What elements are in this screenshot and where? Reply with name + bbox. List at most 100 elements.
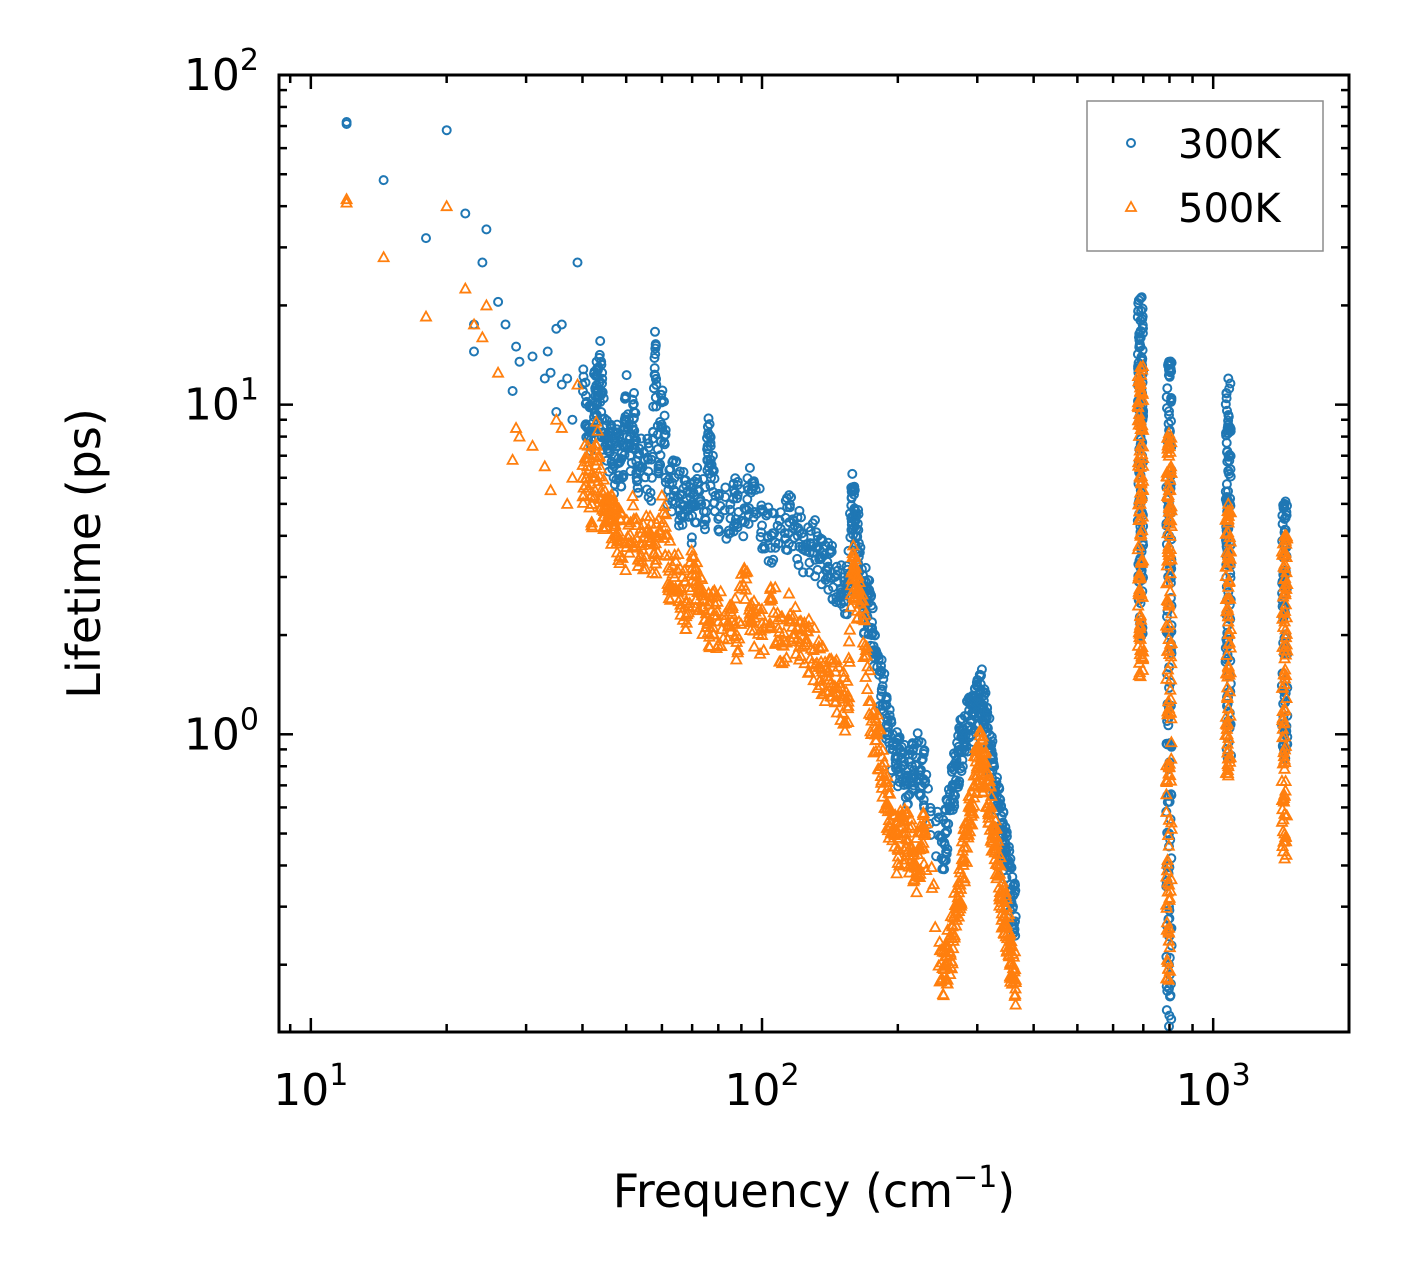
data-point <box>853 509 864 520</box>
data-point <box>377 250 391 263</box>
data-point <box>958 874 972 887</box>
data-point <box>1221 388 1232 399</box>
data-point <box>993 866 1007 879</box>
data-point <box>562 373 573 384</box>
data-point <box>1136 651 1150 663</box>
data-point <box>1135 362 1149 375</box>
data-point <box>1161 490 1175 503</box>
legend-label-300k: 300K <box>1178 122 1282 168</box>
data-point <box>1276 812 1290 825</box>
data-point <box>651 379 662 390</box>
data-point <box>1161 392 1172 402</box>
data-point <box>1275 802 1289 815</box>
y-tick-label-base: 10 <box>184 709 240 760</box>
data-point <box>794 505 805 516</box>
data-point <box>1136 393 1150 405</box>
data-point <box>748 604 762 617</box>
data-point <box>1132 513 1146 526</box>
data-point <box>1276 844 1290 857</box>
legend-label-500k: 500K <box>1178 186 1282 232</box>
data-point <box>664 474 674 485</box>
data-point <box>1163 890 1177 903</box>
data-point <box>650 340 661 351</box>
data-point <box>678 574 692 586</box>
data-point <box>779 528 790 538</box>
data-point <box>491 365 505 378</box>
data-point <box>378 175 389 186</box>
data-point <box>859 648 873 661</box>
data-point <box>1278 561 1292 574</box>
data-point <box>948 789 959 800</box>
data-point <box>613 511 627 524</box>
data-point <box>699 519 710 530</box>
data-point <box>479 298 493 311</box>
data-point <box>639 561 653 574</box>
data-point <box>941 848 952 859</box>
data-point <box>620 513 634 526</box>
data-point <box>585 520 599 533</box>
data-point <box>868 627 878 638</box>
data-point <box>657 385 668 396</box>
data-point <box>576 458 590 470</box>
data-point <box>998 899 1012 912</box>
legend-marker-300k <box>1126 138 1136 148</box>
data-point <box>747 639 761 652</box>
data-point <box>1164 692 1178 704</box>
data-point <box>731 643 745 655</box>
data-point <box>734 617 748 629</box>
data-point <box>766 557 777 568</box>
data-point <box>641 530 656 543</box>
data-point <box>1132 566 1146 579</box>
data-point <box>967 749 981 762</box>
data-point <box>692 473 703 484</box>
data-point <box>1225 572 1236 583</box>
data-point <box>1133 380 1147 393</box>
data-point <box>911 738 922 749</box>
data-point <box>1159 576 1173 589</box>
data-point <box>1162 893 1176 905</box>
data-point <box>725 601 739 614</box>
data-point <box>1224 640 1238 653</box>
data-point <box>912 728 923 739</box>
data-point <box>1279 847 1293 860</box>
data-point <box>650 326 660 337</box>
data-point <box>1221 525 1235 538</box>
data-point <box>597 522 611 534</box>
data-point <box>1224 750 1238 763</box>
data-point <box>1162 921 1176 933</box>
data-point <box>729 652 743 665</box>
data-point <box>1223 708 1237 721</box>
data-point <box>649 552 663 565</box>
data-point <box>901 805 915 817</box>
data-point <box>613 470 624 481</box>
data-point <box>822 673 836 685</box>
x-tick-label-base: 10 <box>1176 1065 1232 1116</box>
data-point <box>805 525 816 536</box>
data-point <box>739 571 753 584</box>
data-point <box>662 578 677 590</box>
data-point <box>803 651 817 664</box>
data-point <box>629 425 640 436</box>
data-point <box>1165 822 1179 834</box>
data-point <box>1161 594 1175 606</box>
data-point <box>441 125 452 136</box>
data-point <box>475 330 489 343</box>
data-point <box>832 565 843 576</box>
data-point <box>1278 755 1292 767</box>
data-point <box>1161 955 1175 967</box>
data-point <box>960 855 974 867</box>
data-point <box>481 224 492 235</box>
data-point <box>923 783 933 794</box>
data-point <box>942 844 953 855</box>
data-point <box>1222 509 1236 521</box>
data-point <box>955 763 966 774</box>
data-point <box>876 684 887 695</box>
data-point <box>507 386 518 396</box>
data-point <box>687 550 701 563</box>
data-point <box>911 869 925 882</box>
data-point <box>883 786 897 799</box>
data-point <box>828 664 843 677</box>
x-axis-label: Frequency (cm−1) <box>613 1160 1016 1218</box>
data-point <box>1160 644 1174 656</box>
data-point <box>732 631 746 644</box>
